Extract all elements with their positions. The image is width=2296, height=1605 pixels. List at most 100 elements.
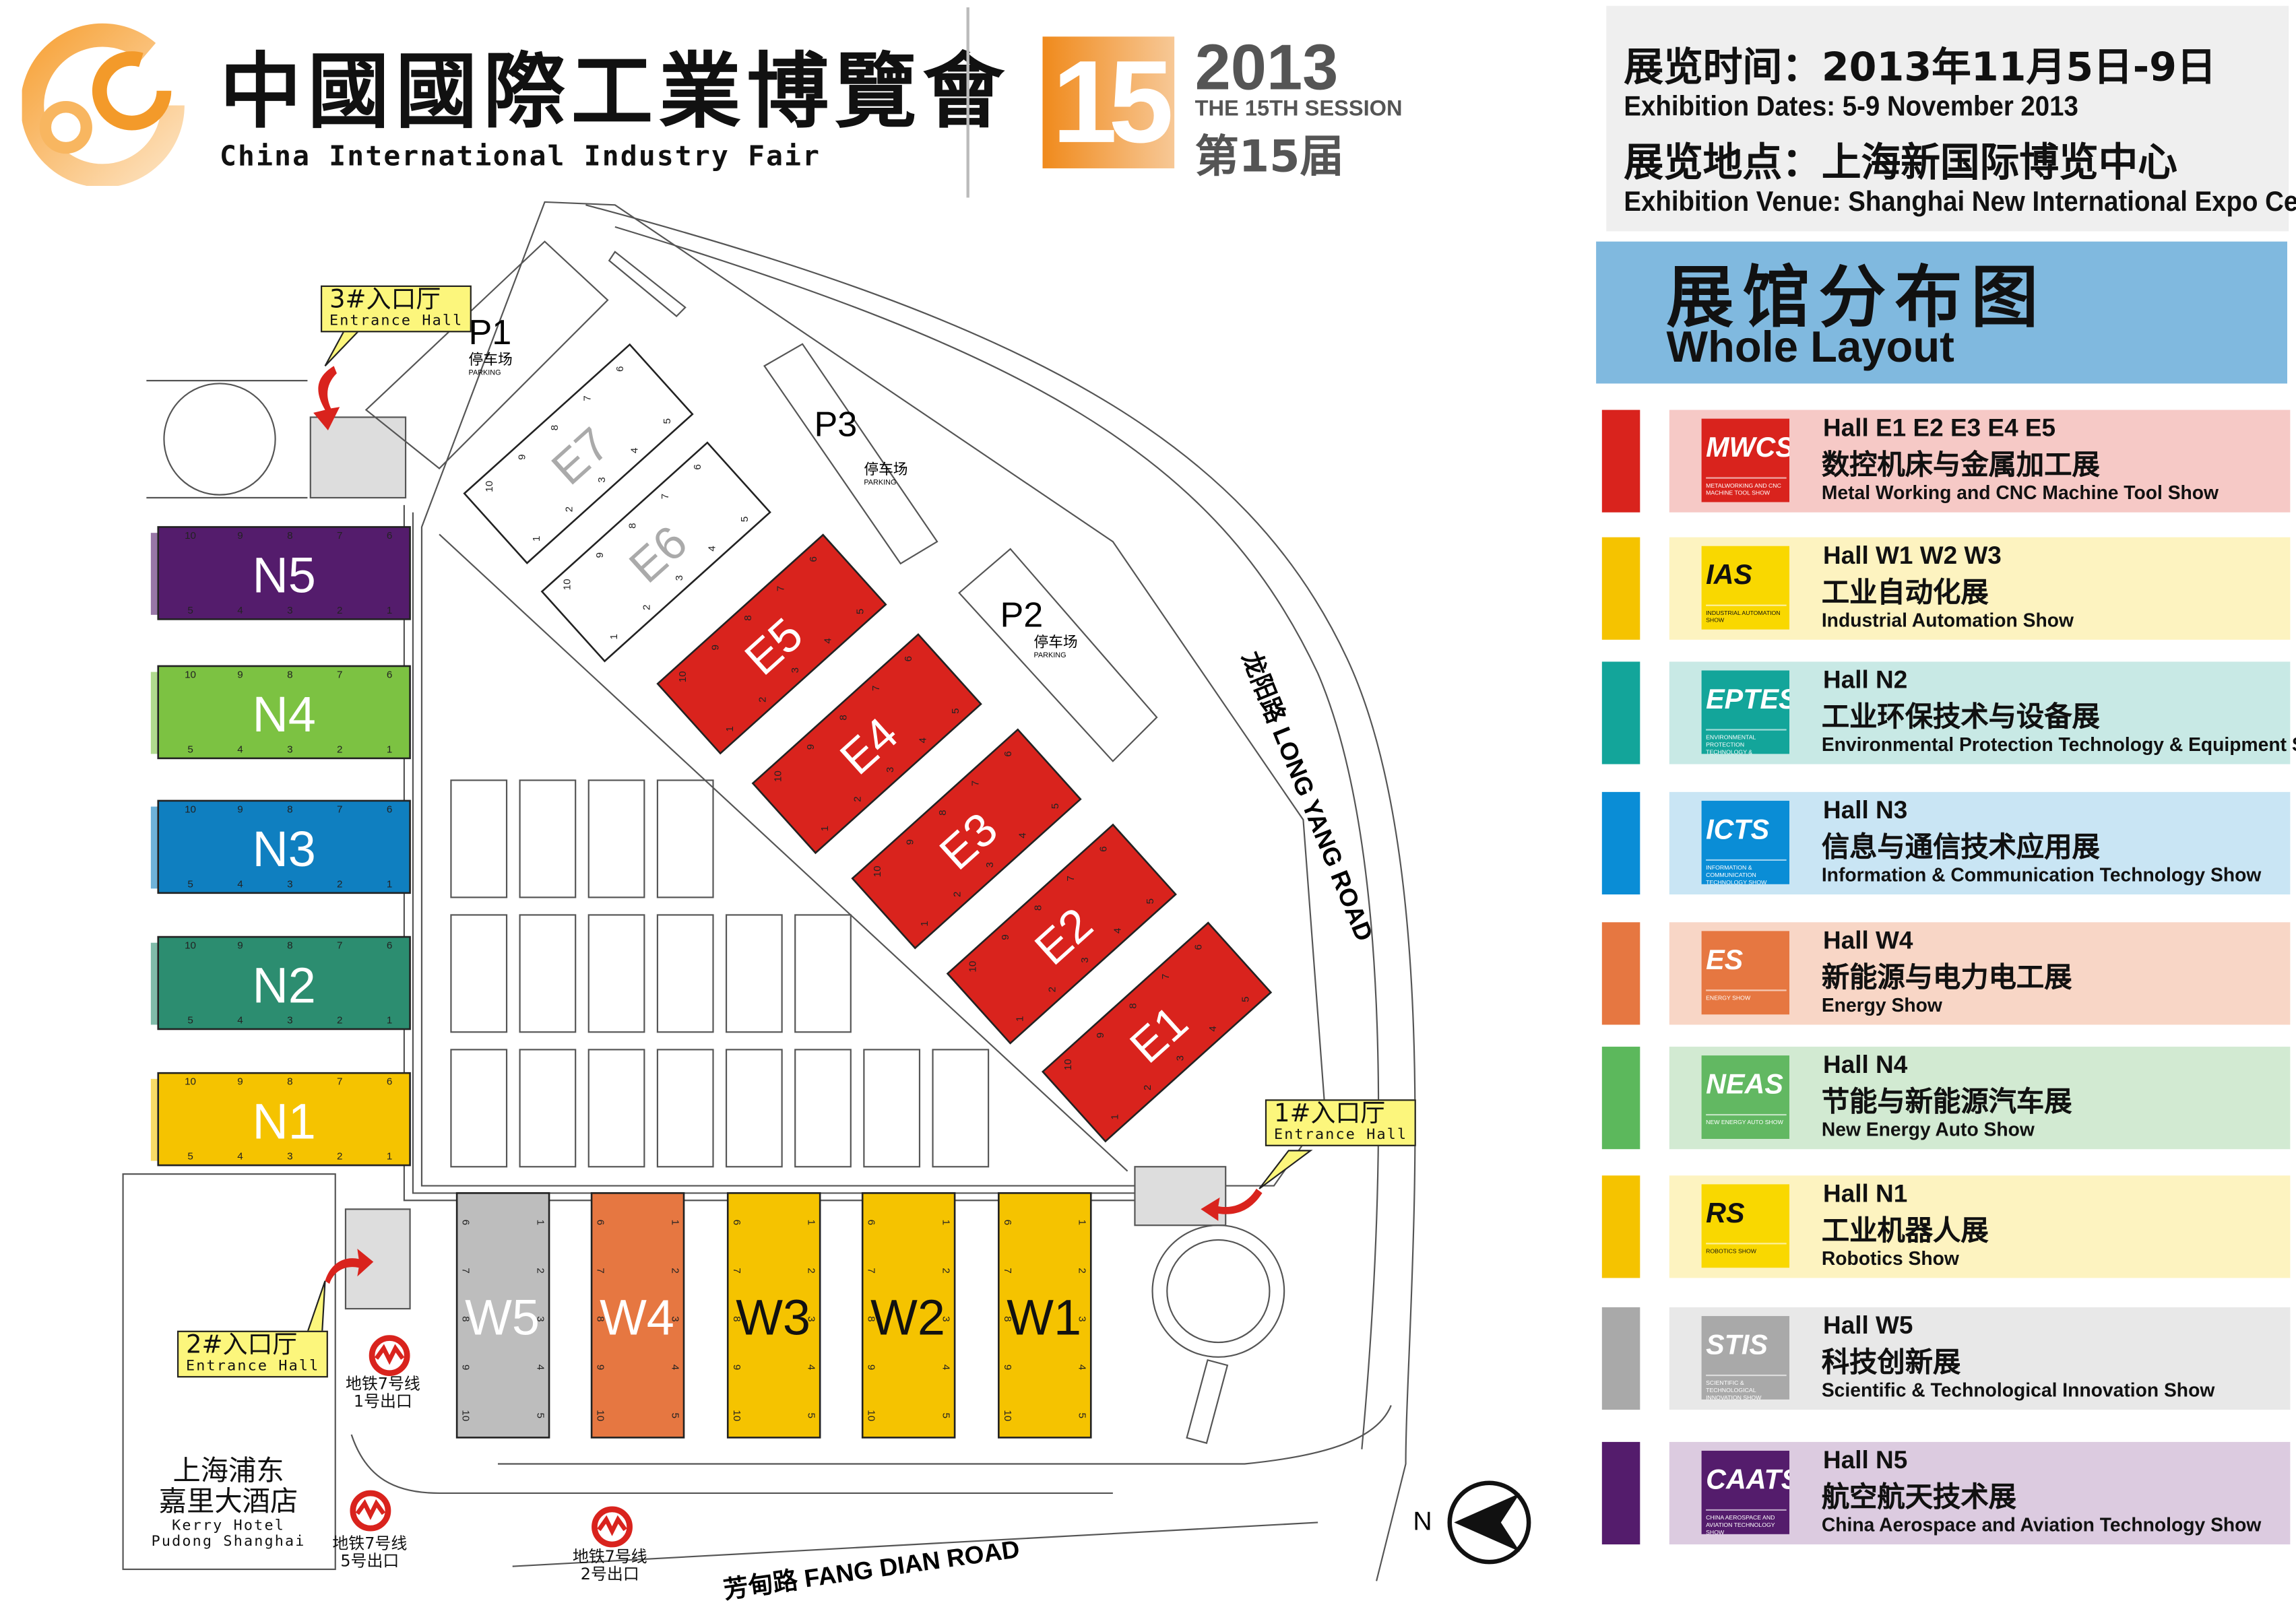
door-number: 2: [337, 605, 342, 616]
entrance-1-arrow-icon: [1201, 1188, 1263, 1221]
hall-n2[interactable]: 10 5 9 4 8 3 7 2 6 1 N2: [150, 936, 411, 1030]
door-number: 4: [669, 1365, 680, 1371]
hall-n5[interactable]: 10 5 9 4 8 3 7 2 6 1 N5: [150, 526, 411, 620]
door-number: 2: [563, 506, 575, 512]
door-number: 2: [951, 892, 963, 897]
legend-panel: IAS INDUSTRIAL AUTOMATION SHOW Hall W1 W2…: [1669, 537, 2291, 640]
door-number: 1: [387, 744, 392, 755]
entrance-en: Entrance Hall: [329, 313, 464, 329]
door-number: 8: [837, 715, 849, 720]
shanghai-metro-icon: [350, 1490, 391, 1532]
door-number: 6: [903, 656, 914, 661]
hotel-cn1: 上海浦东: [172, 1455, 284, 1488]
door-number: 1: [819, 826, 831, 831]
legend-row-rs: RS ROBOTICS SHOW Hall N1 工业机器人展 Robotics …: [1601, 1175, 2291, 1278]
door-number: 9: [710, 645, 722, 650]
door-number: 4: [806, 1365, 817, 1371]
door-number: 4: [1207, 1026, 1219, 1032]
road-label-fang-dian: 芳甸路 FANG DIAN ROAD: [722, 1535, 1021, 1604]
legend-row-eptes: EPTES ENVIRONMENTAL PROTECTION TECHNOLOGY…: [1601, 661, 2296, 764]
door-number: 8: [549, 425, 561, 430]
legend-color-bar: [1601, 1047, 1640, 1150]
legend-panel: CAATS CHINA AEROSPACE AND AVIATION TECHNO…: [1669, 1441, 2291, 1545]
door-number: 6: [866, 1220, 877, 1225]
door-number: 8: [1032, 905, 1044, 911]
entrance-2-arrow-icon: [325, 1248, 374, 1284]
legend-color-bar: [1601, 1307, 1640, 1410]
hall-w1[interactable]: 6 1 7 2 8 3 9 4 10 5 W1: [998, 1192, 1092, 1439]
parking-cn: 停车场: [864, 461, 907, 478]
entrance-cn: 2#入口厅: [186, 1330, 298, 1361]
door-number: 4: [237, 1014, 243, 1026]
legend-hall: Hall E1 E2 E3 E4 E5: [1823, 414, 2056, 443]
session-cn: 第15届: [1194, 131, 1344, 183]
door-number: 2: [852, 796, 864, 801]
show-logo: EPTES ENVIRONMENTAL PROTECTION TECHNOLOGY…: [1701, 670, 1790, 754]
hall-n4[interactable]: 10 5 9 4 8 3 7 2 6 1 N4: [150, 665, 411, 760]
door-number: 6: [387, 940, 392, 952]
logo-subtext: ENERGY SHOW: [1706, 989, 1787, 1002]
layout-title-cn: 展馆分布图: [1666, 257, 2047, 337]
door-number: 2: [806, 1268, 817, 1273]
door-number: 9: [805, 744, 817, 750]
legend-show-en: China Aerospace and Aviation Technology …: [1821, 1513, 2262, 1536]
door-number: 8: [1002, 1316, 1013, 1321]
dates-cn: 展览时间：2013年11月5日-9日: [1624, 45, 2217, 91]
door-number: 10: [595, 1410, 606, 1421]
hall-w2[interactable]: 6 1 7 2 8 3 9 4 10 5 W2: [861, 1192, 956, 1439]
hall-label: W3: [736, 1290, 810, 1346]
hall-w3[interactable]: 6 1 7 2 8 3 9 4 10 5 W3: [726, 1192, 821, 1439]
year: 2013: [1194, 32, 1339, 104]
door-number: 9: [237, 530, 243, 542]
door-number: 3: [790, 667, 801, 673]
door-number: 2: [337, 878, 342, 890]
door-number: 2: [535, 1268, 546, 1273]
hall-w4[interactable]: 6 1 7 2 8 3 9 4 10 5 W4: [590, 1192, 685, 1439]
door-number: 8: [287, 530, 292, 542]
hall-n3[interactable]: 10 5 9 4 8 3 7 2 6 1 N3: [150, 799, 411, 894]
compass-label: N: [1413, 1507, 1432, 1536]
hall-n1[interactable]: 10 5 9 4 8 3 7 2 6 1 N1: [150, 1072, 411, 1167]
door-number: 3: [669, 1316, 680, 1321]
door-number: 6: [460, 1220, 472, 1225]
legend-panel: ICTS INFORMATION & COMMUNICATION TECHNOLO…: [1669, 791, 2291, 895]
legend-show-cn: 航空航天技术展: [1821, 1481, 2016, 1514]
orange-swirl-gear-logo-icon: [22, 23, 185, 187]
exhibition-info: 展览时间：2013年11月5日-9日 Exhibition Dates: 5-9…: [1606, 5, 2296, 232]
door-number: 4: [940, 1365, 952, 1371]
logo-subtext: SCIENTIFIC & TECHNOLOGICAL INNOVATION SH…: [1706, 1374, 1787, 1400]
door-number: 5: [950, 708, 961, 713]
door-number: 9: [905, 839, 916, 845]
hall-label: N4: [252, 686, 315, 742]
door-number: 5: [855, 609, 866, 614]
door-number: 1: [387, 1014, 392, 1026]
legend-show-en: Information & Communication Technology S…: [1821, 863, 2262, 886]
legend-panel: ES ENERGY SHOW Hall W4 新能源与电力电工展 Energy S…: [1669, 922, 2291, 1025]
logo-subtext: METALWORKING AND CNC MACHINE TOOL SHOW: [1706, 477, 1787, 496]
kerry-hotel: 上海浦东 嘉里大酒店 Kerry Hotel Pudong Shanghai: [126, 1455, 331, 1550]
legend-color-bar: [1601, 661, 1640, 764]
fair-title-cn: 中國國際工業博覽會: [220, 44, 1011, 141]
door-number: 10: [872, 865, 883, 877]
door-number: 6: [387, 530, 392, 542]
hall-label: W5: [465, 1290, 540, 1346]
door-number: 1: [608, 634, 620, 639]
legend-color-bar: [1601, 1175, 1640, 1278]
hall-w5[interactable]: 6 1 7 2 8 3 9 4 10 5 W5: [455, 1192, 550, 1439]
door-number: 5: [187, 744, 193, 755]
door-number: 4: [918, 738, 929, 744]
door-number: 8: [287, 804, 292, 815]
logo-text: ES: [1706, 946, 1744, 977]
parking-name: P2: [1000, 595, 1044, 634]
door-number: 7: [731, 1268, 742, 1273]
legend-panel: MWCS METALWORKING AND CNC MACHINE TOOL SH…: [1669, 410, 2291, 513]
logo-text: CAATS: [1706, 1465, 1789, 1497]
door-number: 7: [337, 804, 342, 815]
